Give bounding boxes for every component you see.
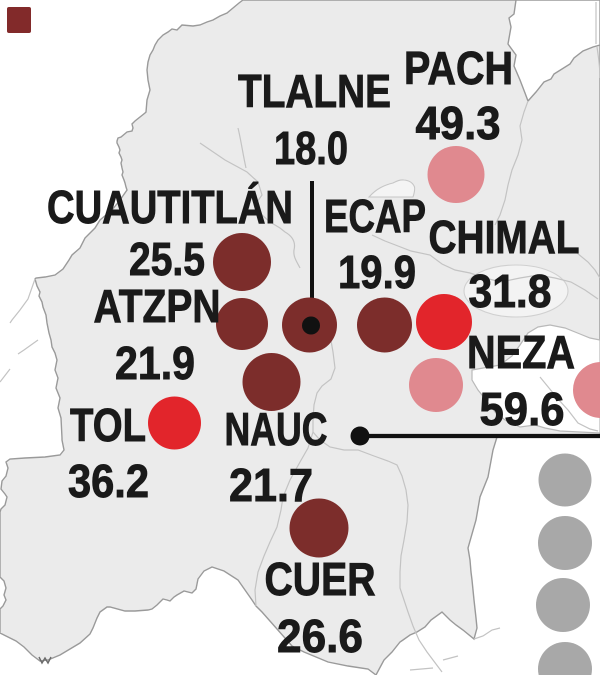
svg-text:21.7: 21.7 [229,459,313,511]
svg-text:26.6: 26.6 [277,610,363,662]
svg-text:18.0: 18.0 [274,122,348,174]
svg-text:NEZA: NEZA [467,326,575,378]
svg-text:CUER: CUER [265,553,376,605]
svg-text:CUAUTITLÁN: CUAUTITLÁN [47,181,293,233]
svg-text:31.8: 31.8 [469,265,552,317]
svg-text:NAUC: NAUC [225,403,328,455]
svg-text:ATZPN: ATZPN [94,280,221,332]
svg-text:19.9: 19.9 [338,246,416,298]
svg-text:59.6: 59.6 [480,383,565,435]
svg-text:TOL: TOL [70,399,146,451]
svg-text:TLALNE: TLALNE [238,65,391,117]
svg-text:49.3: 49.3 [416,97,501,149]
svg-text:CHIMAL: CHIMAL [429,211,580,263]
svg-text:36.2: 36.2 [68,455,149,507]
svg-text:ECAP: ECAP [324,190,426,242]
svg-text:PACH: PACH [404,42,513,94]
svg-text:25.5: 25.5 [129,233,205,285]
svg-text:21.9: 21.9 [115,337,195,389]
